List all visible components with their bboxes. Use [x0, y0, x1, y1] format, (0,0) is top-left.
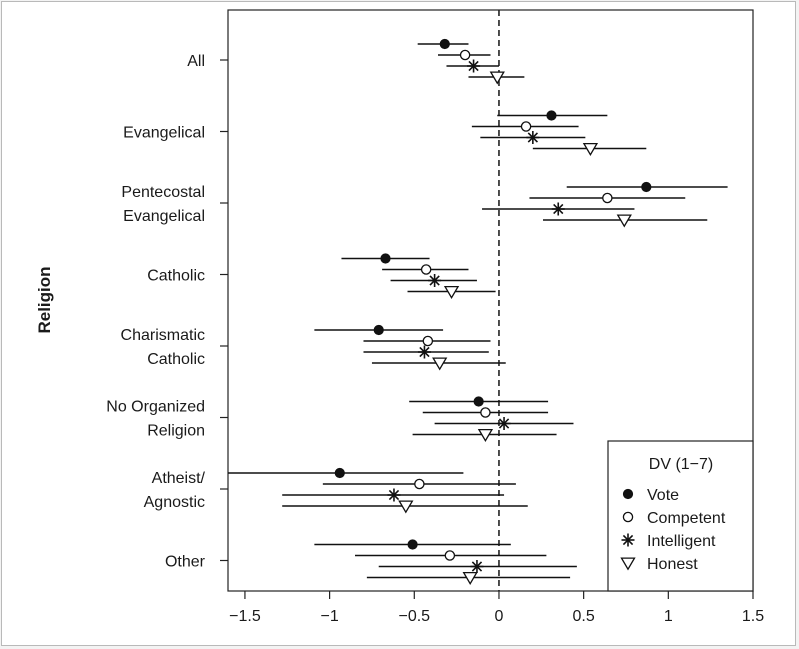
x-tick-label: −1 — [320, 608, 338, 625]
x-axis: −1.5 −1 −0.5 0 0.5 1 1.5 — [229, 591, 764, 625]
point-vote — [546, 110, 557, 121]
point-estimates-group — [334, 38, 652, 585]
category-label-charismatic: Charismatic — [121, 327, 205, 344]
point-vote — [439, 38, 450, 50]
x-tick-label: −0.5 — [398, 608, 430, 625]
category-label-evangelical: Evangelical — [123, 208, 205, 225]
point-competent — [602, 192, 613, 204]
point-intelligent — [387, 488, 401, 502]
category-label-other: Other — [165, 554, 206, 571]
legend-label-competent: Competent — [647, 510, 726, 527]
x-tick-label: 1 — [664, 608, 673, 625]
point-honest — [582, 142, 599, 156]
point-honest — [398, 500, 414, 514]
point-intelligent — [417, 345, 431, 359]
category-label-pentecostal: Pentecostal — [121, 184, 205, 201]
category-label-religion: Religion — [147, 423, 205, 440]
point-vote — [373, 324, 384, 336]
point-competent — [459, 49, 471, 61]
point-vote — [380, 253, 391, 264]
category-label-evangelical: Evangelical — [123, 125, 205, 142]
y-axis-title: Religion — [35, 266, 54, 333]
legend-label-vote: Vote — [647, 487, 679, 504]
category-label-all: All — [187, 53, 205, 70]
point-honest — [477, 428, 494, 442]
category-label-atheist: Atheist/ — [152, 470, 206, 487]
point-competent — [422, 335, 434, 347]
point-intelligent — [470, 560, 484, 573]
point-competent — [414, 478, 425, 490]
point-vote — [407, 539, 418, 550]
category-label-agnostic: Agnostic — [144, 494, 205, 511]
point-intelligent — [467, 59, 481, 73]
point-intelligent — [551, 202, 565, 216]
legend-marker-competent — [622, 511, 634, 523]
point-intelligent — [428, 274, 442, 287]
point-competent — [480, 407, 491, 418]
point-honest — [462, 571, 478, 585]
point-intelligent — [526, 131, 540, 144]
point-honest — [616, 214, 632, 228]
y-axis: All Evangelical Pentecostal Evangelical Cath… — [106, 53, 228, 571]
category-label-catholic: Catholic — [147, 268, 205, 285]
legend-title: DV (1−7) — [649, 456, 713, 473]
legend: DV (1−7) Vote Competent Intelligent Honest — [607, 440, 754, 592]
legend-label-intelligent: Intelligent — [647, 533, 716, 550]
point-competent — [420, 264, 432, 275]
x-tick-label: 0.5 — [573, 608, 595, 625]
legend-label-honest: Honest — [647, 556, 698, 573]
point-competent — [444, 550, 456, 561]
point-vote — [641, 181, 652, 193]
point-intelligent — [497, 417, 511, 430]
x-tick-label: 0 — [495, 608, 504, 625]
x-tick-label: −1.5 — [229, 608, 261, 625]
point-competent — [520, 121, 532, 132]
legend-marker-intelligent — [621, 533, 635, 547]
legend-marker-honest — [620, 557, 636, 571]
point-honest — [443, 285, 460, 299]
x-tick-label: 1.5 — [742, 608, 764, 625]
point-honest — [432, 357, 448, 371]
legend-marker-vote — [622, 488, 634, 500]
category-label-no-organized: No Organized — [106, 399, 205, 416]
point-vote — [473, 396, 484, 407]
point-vote — [334, 467, 345, 479]
point-honest — [489, 71, 505, 85]
category-label-catholic: Catholic — [147, 351, 205, 368]
